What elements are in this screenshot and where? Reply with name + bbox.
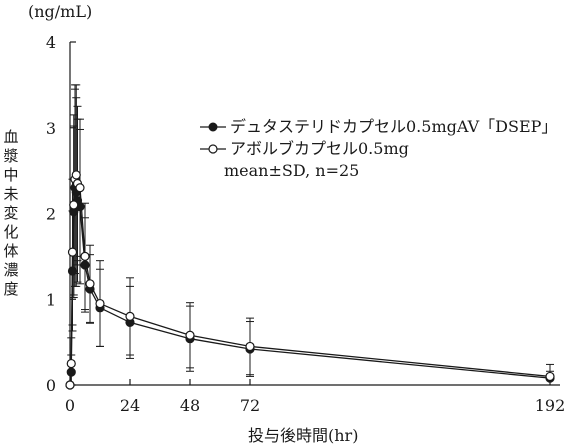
- x-tick-label: 48: [180, 396, 200, 415]
- series-lines: [69, 174, 551, 386]
- series-markers: [65, 170, 555, 390]
- x-tick-label: 72: [240, 396, 260, 415]
- y-tick-label: 4: [46, 33, 56, 52]
- x-tick-label: 192: [535, 396, 566, 415]
- y-tick-label: 0: [46, 376, 56, 395]
- y-tick-label: 2: [46, 205, 56, 224]
- filled-data-point: [67, 266, 78, 276]
- x-tick-label: 24: [120, 396, 140, 415]
- filled-data-point: [80, 260, 90, 270]
- legend: デュタステリドカプセル0.5mgAV「DSEP」 アボルブカプセル0.5mg m…: [200, 116, 557, 182]
- open-data-point: [80, 251, 90, 261]
- y-tick-label: 1: [46, 290, 56, 309]
- axes: 0 1 2 3 4 0 24 48 72 192: [46, 33, 565, 415]
- open-data-point: [245, 341, 255, 352]
- legend-note: mean±SD, n=25: [224, 161, 360, 180]
- open-data-point: [75, 183, 85, 193]
- y-unit-label: (ng/mL): [28, 2, 93, 21]
- series-line-1: [69, 174, 551, 386]
- y-tick-label: 3: [46, 119, 56, 138]
- legend-item-reference: アボルブカプセル0.5mg: [200, 138, 557, 160]
- legend-item-test: デュタステリドカプセル0.5mgAV「DSEP」: [200, 116, 557, 138]
- y-axis-label: 血漿中未変化体濃度: [3, 128, 19, 298]
- series-line-0: [69, 187, 551, 386]
- filled-circle-marker-icon: [200, 122, 226, 132]
- open-data-point: [185, 330, 195, 340]
- filled-data-point: [66, 367, 76, 377]
- open-data-point: [67, 247, 78, 257]
- x-tick-label: 0: [65, 396, 75, 415]
- open-data-point: [545, 371, 555, 382]
- open-data-point: [69, 200, 79, 210]
- open-data-point: [125, 311, 135, 321]
- open-data-point: [95, 298, 105, 309]
- open-data-point: [66, 358, 76, 369]
- open-data-point: [71, 170, 81, 180]
- x-axis-label: 投与後時間(hr): [248, 426, 359, 445]
- legend-label-reference: アボルブカプセル0.5mg: [230, 139, 409, 158]
- open-data-point: [85, 279, 95, 289]
- open-data-point: [65, 380, 75, 390]
- open-circle-marker-icon: [200, 144, 226, 154]
- legend-label-test: デュタステリドカプセル0.5mgAV「DSEP」: [230, 117, 558, 136]
